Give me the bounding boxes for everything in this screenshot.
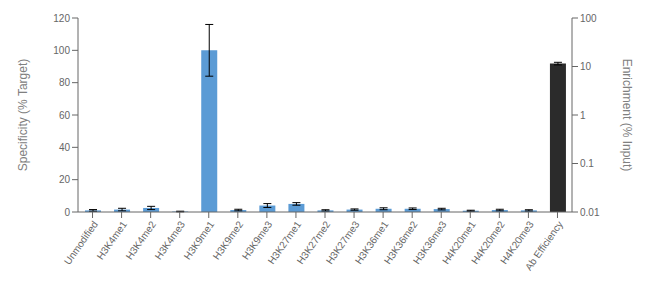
svg-text:H3K9me1: H3K9me1 — [181, 218, 217, 262]
svg-text:0.1: 0.1 — [580, 158, 594, 169]
svg-text:H3K9me2: H3K9me2 — [210, 218, 246, 262]
svg-text:20: 20 — [59, 174, 71, 185]
svg-text:80: 80 — [59, 77, 71, 88]
svg-text:H3K4me2: H3K4me2 — [123, 218, 159, 262]
svg-text:1: 1 — [580, 110, 586, 121]
svg-text:H3K27me1: H3K27me1 — [265, 218, 304, 267]
svg-text:H3K27me2: H3K27me2 — [294, 218, 333, 267]
svg-text:60: 60 — [59, 110, 71, 121]
svg-text:Unmodified: Unmodified — [62, 219, 100, 267]
svg-text:H3K9me3: H3K9me3 — [239, 218, 275, 262]
svg-text:H4K20me2: H4K20me2 — [469, 218, 507, 267]
svg-text:H3K4me3: H3K4me3 — [152, 218, 188, 262]
svg-text:40: 40 — [59, 142, 71, 153]
svg-text:Specificity (% Target): Specificity (% Target) — [16, 59, 30, 171]
svg-text:H3K36me3: H3K36me3 — [411, 218, 449, 267]
svg-text:0: 0 — [64, 207, 70, 218]
svg-text:0.01: 0.01 — [580, 207, 600, 218]
svg-text:Enrichment (% Input): Enrichment (% Input) — [620, 59, 634, 172]
svg-text:H3K36me1: H3K36me1 — [352, 218, 391, 267]
svg-text:Ab Efficiency: Ab Efficiency — [523, 219, 565, 273]
svg-text:100: 100 — [53, 45, 70, 56]
svg-text:H3K4me1: H3K4me1 — [94, 218, 129, 262]
svg-text:10: 10 — [580, 61, 592, 72]
svg-text:H3K36me2: H3K36me2 — [381, 218, 420, 267]
svg-text:H4K20me1: H4K20me1 — [440, 218, 478, 267]
svg-text:100: 100 — [580, 13, 597, 24]
svg-text:120: 120 — [53, 13, 70, 24]
svg-text:H3K27me3: H3K27me3 — [323, 218, 362, 267]
svg-text:H4K20me3: H4K20me3 — [498, 218, 536, 267]
